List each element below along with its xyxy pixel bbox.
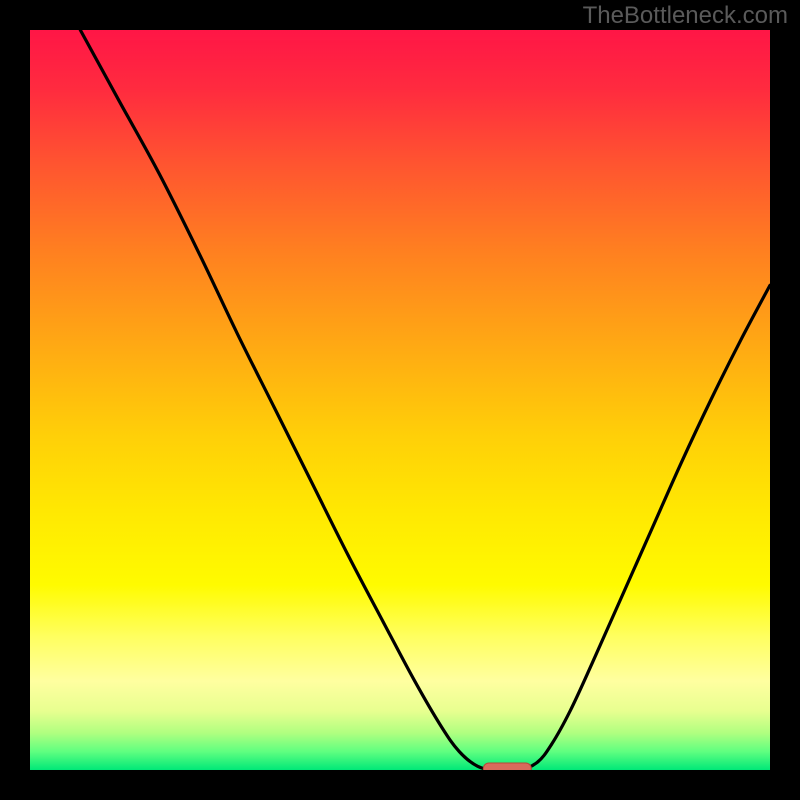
curve-line	[30, 30, 770, 770]
optimum-marker	[483, 763, 531, 770]
plot-area	[30, 30, 770, 770]
chart-container: TheBottleneck.com	[0, 0, 800, 800]
watermark-text: TheBottleneck.com	[583, 2, 788, 30]
